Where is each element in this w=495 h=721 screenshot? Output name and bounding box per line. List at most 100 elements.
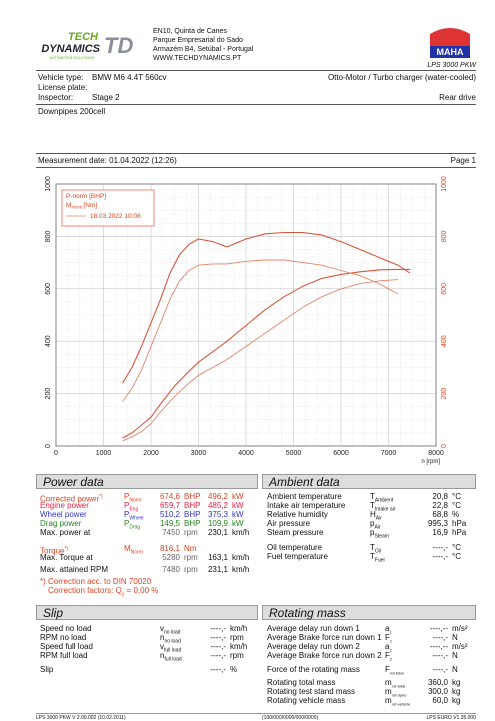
divider [36,104,476,105]
ambient-row-symbol: pAir [370,519,381,533]
y-right-tick-label: 1000 [441,176,448,192]
slip-row-unit: rpm [230,651,244,660]
rotating-row-value: ----,- [432,651,448,660]
power-row-sup: *) [99,494,103,500]
rotating-row-value: 300,0 [427,687,448,696]
power-row-value1: 510,2 [159,510,180,519]
ambient-row-symbol: HAir [370,510,382,524]
ambient-row-symbol: TAmbient [370,492,393,506]
rotating-row-symbol: F2 [385,651,392,665]
power-row-sub: Wheel [129,515,144,522]
slip-row-sym: n [160,633,165,642]
x-tick-label: 5000 [286,450,302,457]
rotating-row-sym: m [385,678,392,687]
slip-row-sym: n [160,651,165,660]
page-number: Page 1 [450,156,476,165]
slip-row-value: ----,- [210,642,226,651]
ambient-row-label: Relative humidity [267,510,328,519]
slip-row-label: RPM full load [40,651,88,660]
slip-row-sub: no load [164,629,181,636]
rotating-mass-header: Rotating mass [262,605,476,620]
slip-row-value: ----,- [210,651,226,660]
rotating-row-sub: 1 [389,638,393,644]
rotating-row-label: Rotating test stand mass [267,687,356,696]
x-tick-label: 3000 [191,450,207,457]
ambient-row-label: Intake air temperature [267,501,346,510]
max-rpm-value: 7480 [162,565,180,574]
rotating-row-sym: F [385,633,390,642]
power-row-label: Engine power [40,501,89,511]
rotating-row-value: ----,- [432,665,448,674]
power-row-symbol: PWheel [124,510,144,524]
power-row-value2: 109,9 [207,519,228,528]
ambient-data-header: Ambient data [262,474,476,489]
slip-row-label: Slip [40,665,54,674]
rotating-row-unit: N [452,651,458,660]
max-torque-speed: 163,1 [207,553,228,562]
torque-label-text: Torque [40,546,65,556]
rotating-row-sym: m [385,687,392,696]
ambient-row-value: 22,8 [432,501,448,510]
rotating-row-sub: rot-total [391,683,406,689]
rotating-row-label: Average delay run down 2 [267,642,360,651]
power-row-label-text: Wheel power [40,510,87,519]
correction-factors-val: = 0,00 % [126,586,159,595]
legend-torque-unit: [Nm] [83,202,97,209]
slip-row-sub: no load [164,638,181,645]
rotating-row-value: ----,-- [429,642,448,651]
rotating-row-symbol: F1 [385,633,392,647]
power-row-sub: Norm [129,497,142,504]
ambient-row-label: Ambient temperature [267,492,342,501]
x-tick-label: 1000 [96,450,112,457]
rotating-row-label: Rotating total mass [267,678,336,687]
legend-torque-sub: Norm [71,205,82,210]
rotating-row-symbol: Frot-total [385,665,403,679]
series-line-3 [122,259,399,402]
ambient-row-value: 16,9 [432,528,448,537]
rotating-row-label: Average Brake force run down 2 [267,651,382,660]
rotating-row-sym: m [385,696,392,705]
slip-row-unit: km/h [230,624,248,633]
inspector-value: Stage 2 [92,93,120,102]
rotating-row-value: 60,0 [432,696,448,705]
power-row-unit2: kW [232,492,244,501]
max-torque-rpm-unit: rpm [184,553,198,562]
vehicle-type-label: Vehicle type: [38,73,84,82]
ambient-row-value: 20,8 [432,492,448,501]
series-line-0 [122,268,410,439]
x-tick-label: 6000 [333,450,349,457]
rotating-row-symbol: mrot-vehicle [385,696,410,710]
rotating-row-unit: m/s² [452,624,468,633]
power-row-symbol: PEng [124,501,138,515]
max-rpm-speed: 231,1 [207,565,228,574]
power-row-unit2: kW [232,510,244,519]
x-tick-label: 0 [54,450,58,457]
y-left-tick-label: 600 [45,283,52,295]
slip-row-unit: km/h [230,642,248,651]
power-row-value2: 375,3 [207,510,228,519]
legend-box [61,189,155,227]
max-rpm-speed-unit: km/h [232,565,250,574]
power-row-sym: P [124,510,130,519]
power-data-header: Power data [36,474,258,489]
max-torque-speed-unit: km/h [232,553,250,562]
y-right-tick-label: 400 [441,335,448,347]
address-line3: Armazém B4, Setúbal - Portugal [153,46,254,53]
ambient-row-sub: Intake air [374,506,396,513]
torque-label: Torque*) [40,544,68,557]
legend-entry-power: P-norm [BHP] [66,193,106,200]
ambient-row-sub: Ambient [374,497,394,504]
ambient-row-value: ----,- [432,552,448,561]
rotating-row-unit: N [452,633,458,642]
rotating-row-sub: rot-total [389,670,404,676]
power-row-label: Wheel power [40,510,87,520]
divider [36,70,476,71]
logo-mark: TECH DYNAMICS TD AUTOMOTIVE SOLUTIONS [41,31,133,60]
x-tick-label: 8000 [428,450,444,457]
slip-row-label: RPM no load [40,633,87,642]
maha-label: MAHA [437,47,464,57]
power-row-label: Corrected power*) [40,492,103,505]
power-row-value2: 485,2 [207,501,228,510]
rotating-row-symbol: mrot-total [385,678,405,692]
drive-type: Rear drive [439,93,476,102]
